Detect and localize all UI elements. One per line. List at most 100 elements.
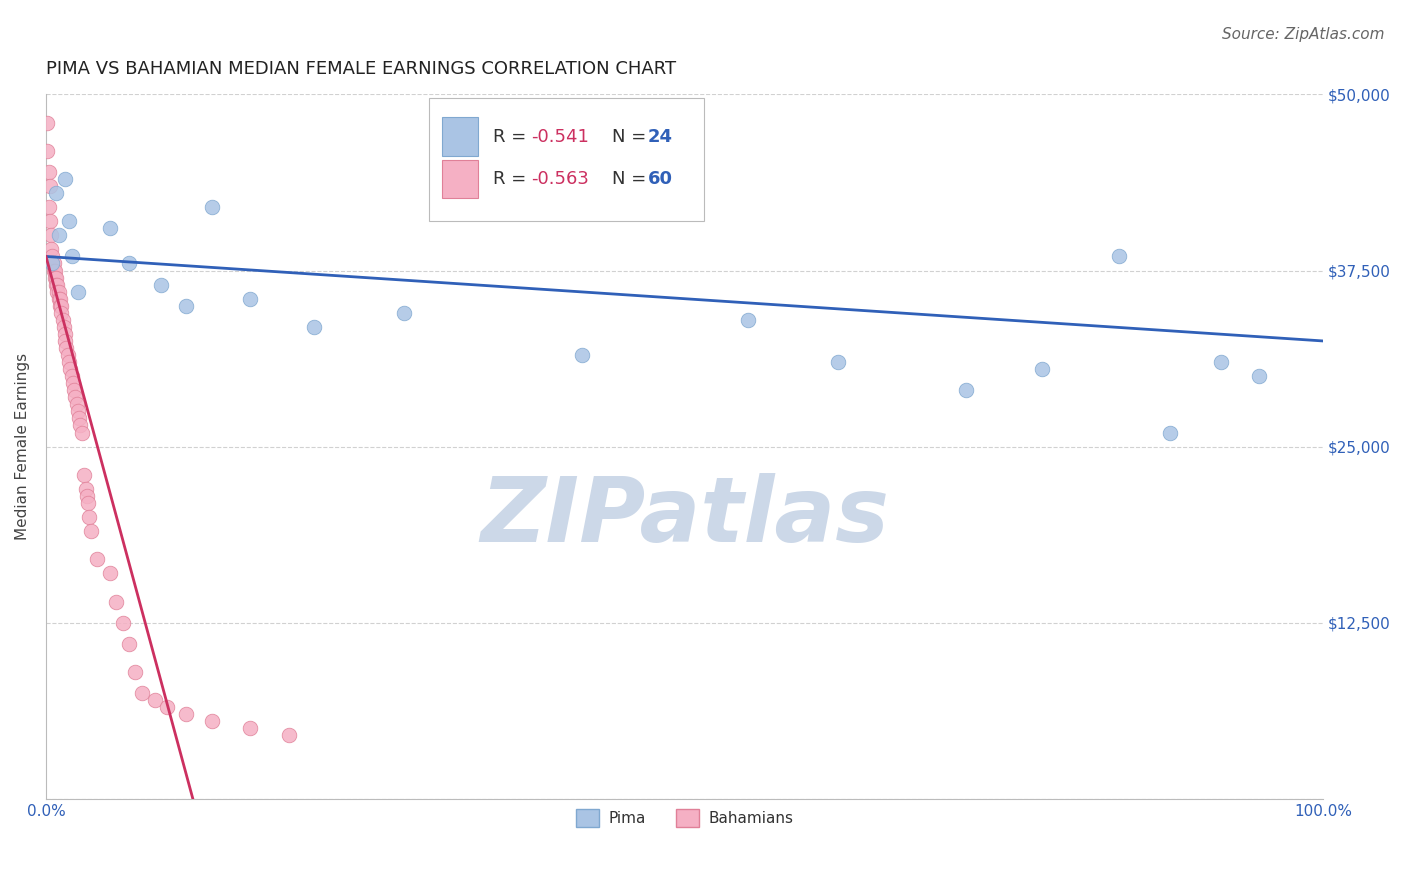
Point — [66, 397, 89, 411]
Point — [1159, 425, 1181, 440]
Point — [69, 418, 91, 433]
Point — [1031, 362, 1053, 376]
Point — [44, 263, 66, 277]
Text: 24: 24 — [648, 128, 672, 145]
Point — [143, 693, 166, 707]
Point — [955, 384, 977, 398]
Point — [45, 270, 67, 285]
Point — [41, 249, 63, 263]
Point — [41, 256, 63, 270]
Text: ZIPatlas: ZIPatlas — [479, 473, 889, 561]
Text: PIMA VS BAHAMIAN MEDIAN FEMALE EARNINGS CORRELATION CHART: PIMA VS BAHAMIAN MEDIAN FEMALE EARNINGS … — [46, 60, 676, 78]
Point — [39, 228, 62, 243]
Bar — [441, 160, 478, 198]
Point — [176, 299, 198, 313]
Point — [59, 362, 82, 376]
Point — [38, 214, 60, 228]
Text: 60: 60 — [648, 170, 672, 188]
Point — [48, 228, 70, 243]
Point — [49, 292, 72, 306]
Text: -0.541: -0.541 — [531, 128, 589, 145]
Text: R =: R = — [494, 128, 531, 145]
Point — [277, 728, 299, 742]
Point — [392, 306, 415, 320]
Point — [37, 115, 59, 129]
Point — [77, 496, 100, 510]
Point — [1249, 369, 1271, 384]
Point — [66, 285, 89, 299]
Point — [63, 384, 86, 398]
Point — [42, 263, 65, 277]
Point — [124, 665, 146, 679]
FancyBboxPatch shape — [429, 98, 704, 221]
Point — [53, 326, 76, 341]
Point — [55, 341, 77, 355]
Point — [571, 348, 593, 362]
Bar — [441, 118, 478, 156]
Point — [66, 404, 89, 418]
Point — [51, 306, 73, 320]
Point — [49, 299, 72, 313]
Text: N =: N = — [612, 128, 652, 145]
Text: R =: R = — [494, 170, 531, 188]
Point — [98, 221, 121, 235]
Point — [76, 489, 98, 503]
Point — [737, 313, 759, 327]
Point — [105, 594, 128, 608]
Point — [38, 200, 60, 214]
Point — [44, 270, 66, 285]
Point — [45, 186, 67, 200]
Point — [118, 637, 141, 651]
Point — [60, 369, 83, 384]
Point — [56, 348, 79, 362]
Point — [131, 686, 153, 700]
Point — [58, 355, 80, 369]
Legend: Pima, Bahamians: Pima, Bahamians — [569, 803, 799, 833]
Point — [98, 566, 121, 581]
Point — [1209, 355, 1232, 369]
Point — [48, 292, 70, 306]
Point — [46, 285, 69, 299]
Point — [75, 482, 97, 496]
Point — [149, 277, 172, 292]
Point — [38, 165, 60, 179]
Text: N =: N = — [612, 170, 652, 188]
Point — [79, 510, 101, 524]
Y-axis label: Median Female Earnings: Median Female Earnings — [15, 353, 30, 541]
Text: -0.563: -0.563 — [531, 170, 589, 188]
Point — [42, 256, 65, 270]
Point — [201, 200, 224, 214]
Point — [62, 376, 84, 391]
Point — [176, 707, 198, 722]
Point — [60, 249, 83, 263]
Point — [52, 319, 75, 334]
Point — [37, 144, 59, 158]
Point — [38, 179, 60, 194]
Point — [239, 722, 262, 736]
Point — [79, 524, 101, 538]
Point — [51, 299, 73, 313]
Point — [118, 256, 141, 270]
Point — [239, 292, 262, 306]
Point — [302, 319, 325, 334]
Text: Source: ZipAtlas.com: Source: ZipAtlas.com — [1222, 27, 1385, 42]
Point — [156, 700, 179, 714]
Point — [111, 615, 134, 630]
Point — [52, 313, 75, 327]
Point — [58, 214, 80, 228]
Point — [41, 256, 63, 270]
Point — [70, 425, 93, 440]
Point — [73, 467, 96, 482]
Point — [65, 390, 87, 404]
Point — [45, 277, 67, 292]
Point — [39, 243, 62, 257]
Point — [201, 714, 224, 729]
Point — [1108, 249, 1130, 263]
Point — [46, 277, 69, 292]
Point — [53, 334, 76, 348]
Point — [827, 355, 849, 369]
Point — [67, 411, 90, 425]
Point — [53, 172, 76, 186]
Point — [48, 285, 70, 299]
Point — [86, 552, 108, 566]
